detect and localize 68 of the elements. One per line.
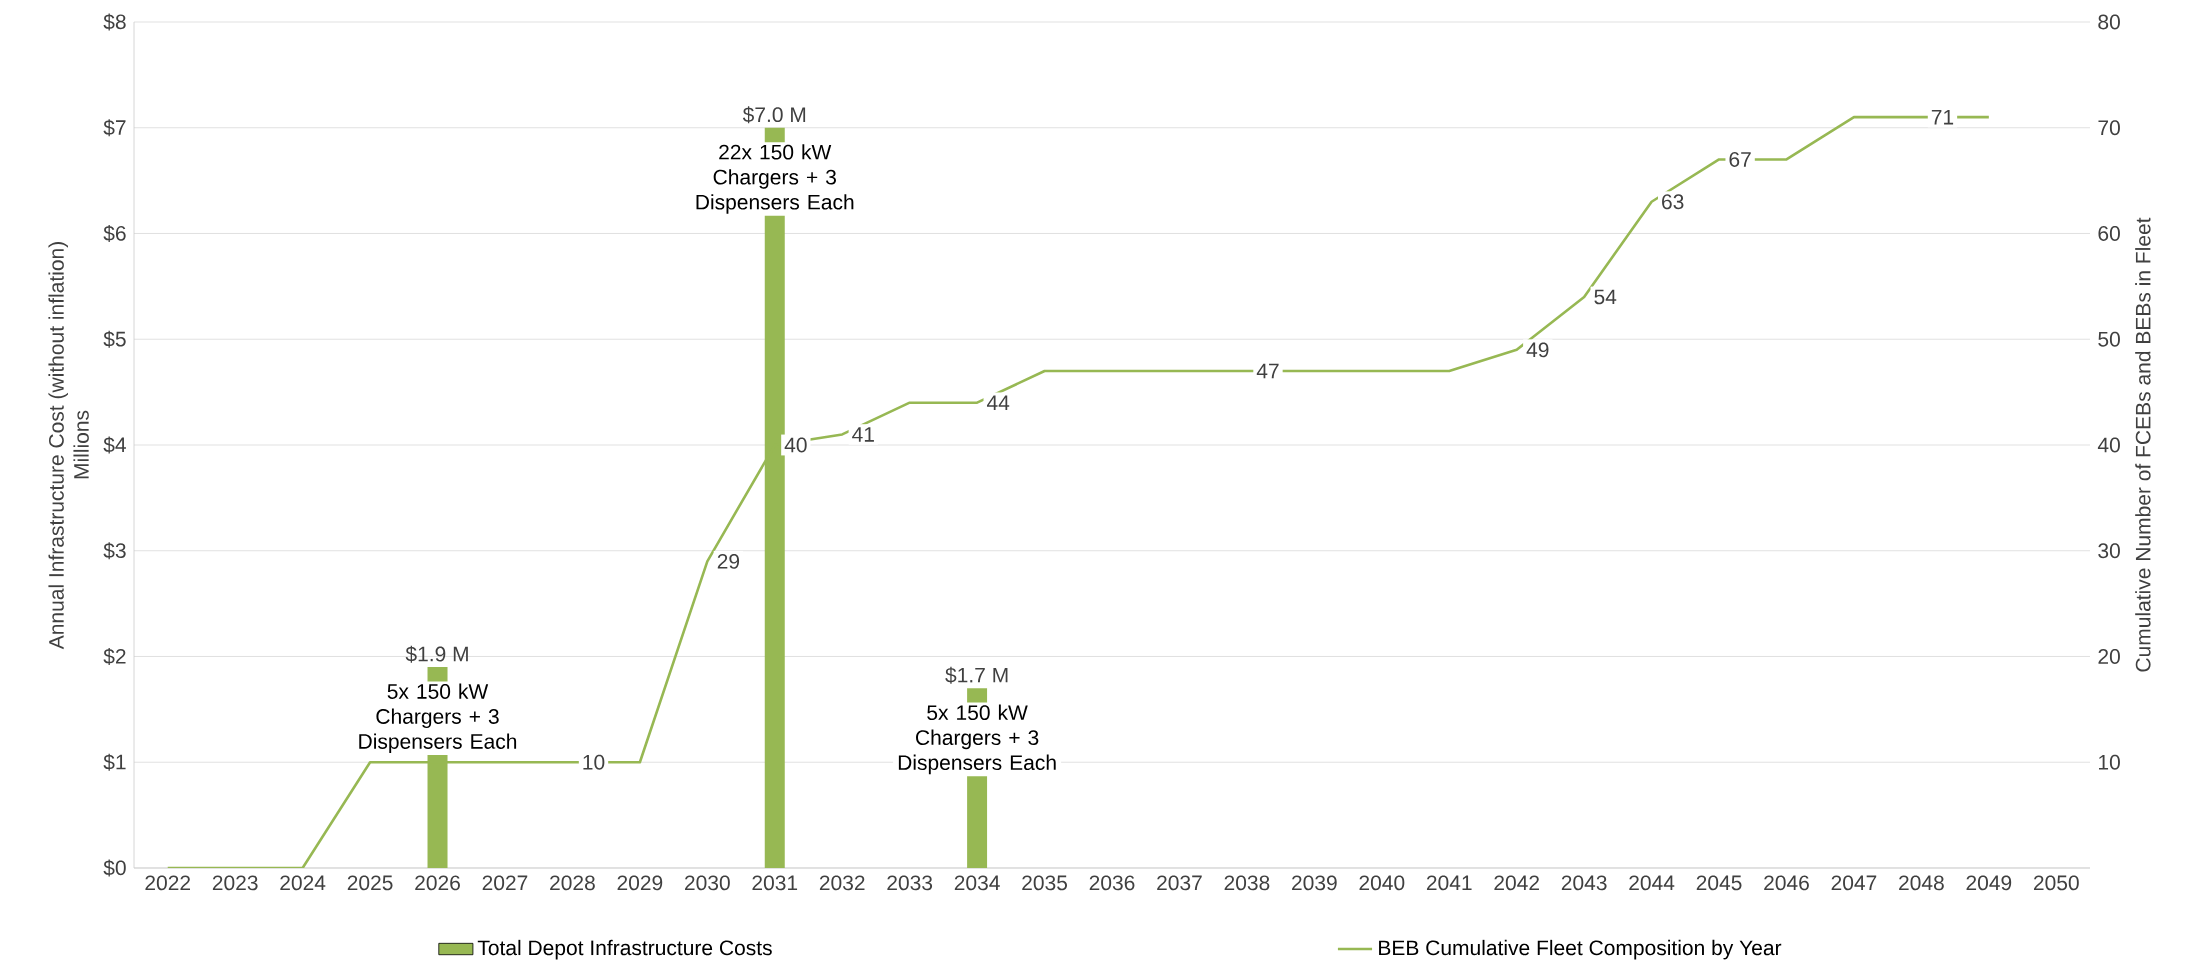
x-tick-label: 2043 [1561,875,1607,891]
data-label: 54 [1594,289,1617,305]
x-tick-label: 2038 [1224,875,1270,891]
data-label: 67 [1729,151,1751,167]
y-tick-label: $4 [103,436,126,454]
x-tick-label: 2027 [482,875,528,891]
y2-tick-label: 80 [2098,14,2120,30]
x-tick-label: 2034 [954,875,1000,891]
legend-label: Total Depot Infrastructure Costs [477,939,772,960]
y2-tick-label: 60 [2098,225,2120,241]
y-tick-label: $8 [103,13,126,31]
y-tick-label: $0 [103,859,126,877]
x-tick-label: 2033 [887,875,933,891]
y2-tick-label: 50 [2098,331,2120,347]
x-tick-label: 2030 [685,875,730,891]
data-label: 71 [1931,109,1954,125]
y-tick-label: $5 [103,330,126,348]
annotation: 5x 150 kW Chargers + 3 Dispensers Each [898,704,1056,775]
data-label: $7.0 M [742,106,806,124]
annotation: 5x 150 kW Chargers + 3 Dispensers Each [359,683,517,753]
data-label: 63 [1662,194,1684,210]
text: Millions [73,410,89,479]
y-tick-label: $7 [103,119,126,137]
x-tick-label: 2032 [819,875,865,891]
data-label: $1.7 M [945,666,1008,684]
x-tick-label: 2022 [145,875,190,891]
x-tick-label: 2028 [550,875,595,891]
x-tick-label: 2039 [1292,875,1337,891]
x-tick-label: 2044 [1629,875,1675,891]
x-tick-label: 2037 [1157,875,1202,891]
data-label: 44 [986,395,1010,410]
legend-label: BEB Cumulative Fleet Composition by Year [1379,939,1782,960]
x-tick-label: 2048 [1899,875,1944,891]
y2-tick-label: 20 [2098,648,2120,664]
y-tick-label: $3 [103,542,126,560]
y-tick-label: $2 [103,647,126,665]
x-tick-label: 2023 [212,875,258,891]
data-label: $1.9 M [405,645,468,663]
x-tick-label: 2025 [347,875,393,891]
x-tick-label: 2040 [1359,875,1405,891]
x-tick-label: 2045 [1696,875,1742,891]
data-label: 41 [852,427,874,442]
x-tick-label: 2035 [1022,875,1068,891]
x-tick-label: 2046 [1764,875,1809,891]
data-label: 47 [1256,363,1279,379]
y2-tick-label: 40 [2097,437,2120,453]
data-label: 49 [1526,342,1549,358]
annotation: 22x 150 kW Chargers + 3 Dispensers Each [696,144,854,214]
x-tick-label: 2041 [1426,875,1472,891]
data-label: 40 [784,437,807,453]
x-tick-label: 2049 [1966,875,2012,891]
data-label: 10 [583,754,605,770]
y2-tick-label: 30 [2098,543,2120,559]
data-label: 29 [717,553,740,569]
y-axis-title: Annual Infrastructure Cost (without inflation) [48,242,68,650]
x-tick-label: 2047 [1831,875,1877,891]
y-tick-label: $1 [103,753,126,771]
x-tick-label: 2036 [1089,875,1135,891]
x-tick-label: 2031 [752,875,798,891]
x-tick-label: 2050 [2033,875,2079,891]
x-tick-label: 2026 [415,875,460,891]
x-tick-label: 2042 [1494,875,1539,891]
y-tick-label: $6 [103,224,126,242]
y2-tick-label: 10 [2099,754,2120,770]
x-tick-label: 2024 [280,875,326,891]
y2-tick-label: 70 [2098,120,2120,136]
x-tick-label: 2029 [617,875,663,891]
y2-axis-title: Cumulative Number of FCEBs and BEBs in Fleet [2135,217,2151,672]
